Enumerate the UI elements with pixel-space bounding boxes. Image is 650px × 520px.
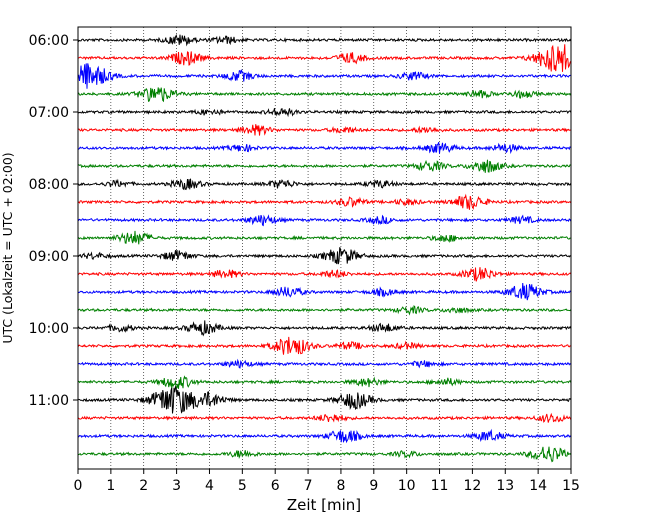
trace-line bbox=[77, 320, 572, 337]
y-axis-ticks: 06:00 07:00 08:00 09:00 10:00 11:00 bbox=[29, 33, 78, 409]
x-tick-label: 7 bbox=[304, 478, 313, 494]
x-tick-label: 2 bbox=[139, 478, 148, 494]
trace-line bbox=[77, 375, 572, 390]
trace-line bbox=[77, 336, 571, 355]
trace-line bbox=[78, 87, 572, 103]
x-tick-label: 11 bbox=[431, 478, 449, 494]
trace-line bbox=[77, 159, 571, 173]
trace-line bbox=[77, 44, 572, 72]
x-tick-label: 12 bbox=[463, 478, 481, 494]
x-tick-label: 0 bbox=[74, 478, 83, 494]
x-tick-label: 10 bbox=[398, 478, 416, 494]
x-tick-label: 14 bbox=[529, 478, 547, 494]
trace-line bbox=[77, 193, 572, 210]
x-tick-label: 9 bbox=[369, 478, 378, 494]
seismic-traces bbox=[77, 34, 572, 463]
x-tick-label: 1 bbox=[106, 478, 115, 494]
x-tick-label: 13 bbox=[496, 478, 514, 494]
trace-line bbox=[77, 247, 572, 265]
y-tick-label: 09:00 bbox=[29, 249, 69, 265]
trace-line bbox=[77, 358, 572, 369]
y-tick-label: 10:00 bbox=[29, 321, 69, 337]
y-tick-label: 08:00 bbox=[29, 177, 69, 193]
y-tick-label: 07:00 bbox=[29, 105, 69, 121]
x-tick-label: 5 bbox=[238, 478, 247, 494]
x-tick-label: 15 bbox=[562, 478, 580, 494]
trace-line bbox=[77, 214, 572, 227]
trace-line bbox=[77, 428, 572, 444]
trace-line bbox=[77, 446, 572, 463]
trace-line bbox=[77, 178, 572, 191]
x-tick-label: 3 bbox=[172, 478, 181, 494]
x-tick-label: 6 bbox=[271, 478, 280, 494]
trace-line bbox=[77, 107, 572, 118]
x-axis-ticks: 0 1 2 3 4 5 6 7 8 9 10 11 12 13 14 15 bbox=[74, 469, 580, 494]
trace-line bbox=[77, 385, 572, 414]
y-tick-label: 11:00 bbox=[29, 393, 69, 409]
y-tick-label: 06:00 bbox=[29, 33, 69, 49]
x-tick-label: 4 bbox=[205, 478, 214, 494]
x-tick-label: 8 bbox=[336, 478, 345, 494]
trace-line bbox=[77, 142, 571, 155]
trace-line bbox=[77, 412, 572, 423]
trace-line bbox=[77, 124, 571, 136]
trace-line bbox=[77, 267, 572, 282]
trace-line bbox=[77, 282, 572, 301]
trace-line bbox=[77, 34, 572, 47]
trace-line bbox=[77, 63, 571, 89]
y-axis-title: UTC (Lokalzeit = UTC + 02:00) bbox=[0, 152, 15, 343]
x-axis-title: Zeit [min] bbox=[287, 496, 361, 514]
plot-frame bbox=[77, 26, 572, 470]
trace-line bbox=[77, 230, 571, 245]
trace-line bbox=[77, 305, 572, 316]
